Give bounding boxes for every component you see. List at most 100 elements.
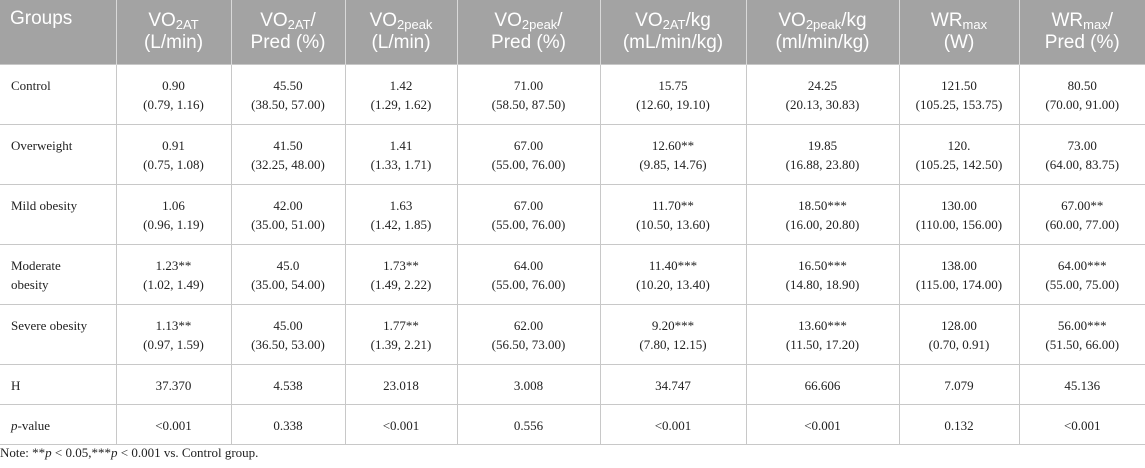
header-main: VO [494, 9, 522, 31]
note-prefix: Note: ** [0, 445, 46, 460]
cell-iqr: (11.50, 17.20) [785, 336, 860, 352]
header-main: VO [778, 9, 806, 31]
header-suffix: /kg [841, 9, 867, 31]
cell-median: 24.25 [807, 77, 838, 93]
header-main: VO [148, 9, 176, 31]
data-cell: 64.00*** (55.00, 75.00) [1018, 243, 1145, 305]
cell-median: 45.50 [273, 77, 303, 93]
stat-value: 45.136 [1018, 363, 1145, 405]
cell-median: 18.50*** [798, 197, 847, 213]
stat-label-italic: p [11, 417, 18, 433]
stat-label-text: H [11, 377, 21, 393]
data-cell: 45.00 (36.50, 53.00) [230, 303, 346, 365]
cell-iqr: (0.75, 1.08) [143, 156, 204, 172]
cell-median: 64.00 [513, 257, 544, 273]
data-cell: 56.00*** (51.50, 66.00) [1018, 303, 1145, 365]
data-cell: 24.25 (20.13, 30.83) [745, 63, 900, 125]
stat-value: 23.018 [344, 363, 458, 405]
cell-iqr: (0.70, 0.91) [928, 336, 990, 352]
data-cell: 0.91 (0.75, 1.08) [115, 123, 232, 185]
stat-value: 3.008 [456, 363, 601, 405]
header-subscript: 2AT [662, 16, 686, 32]
header-line1: VO2AT/kg [605, 10, 742, 32]
data-cell: 73.00 (64.00, 83.75) [1018, 123, 1145, 185]
header-subscript: 2AT [287, 16, 311, 32]
data-cell: 12.60** (9.85, 14.76) [599, 123, 747, 185]
cell-iqr: (55.00, 75.00) [1045, 276, 1120, 292]
cell-iqr: (16.88, 23.80) [785, 156, 860, 172]
header-line1: VO2peak/kg [751, 10, 895, 32]
data-cell: 138.00 (115.00, 174.00) [898, 243, 1020, 305]
cell-median: 56.00*** [1057, 317, 1107, 333]
cell-median: 11.70** [652, 197, 694, 213]
data-cell: 9.20*** (7.80, 12.15) [599, 303, 747, 365]
cell-iqr: (1.42, 1.85) [370, 216, 432, 232]
stat-label: p-value [0, 403, 117, 445]
cell-iqr: (32.25, 48.00) [251, 156, 325, 172]
cell-median: 42.00 [273, 197, 303, 213]
column-header: VO2peak (L/min) [345, 0, 458, 64]
table-row: Severe obesity 1.13** (0.97, 1.59) 45.00 (36… [0, 303, 1145, 365]
cell-median: 71.00 [513, 77, 544, 93]
header-main: VO [260, 9, 288, 31]
cell-iqr: (56.50, 73.00) [491, 336, 566, 352]
table-header: Groups VO2AT (L/min) VO2AT/Pred (%) VO2peak(… [0, 0, 1145, 64]
data-cell: 42.00 (35.00, 51.00) [230, 183, 346, 245]
stat-value: 4.538 [230, 363, 346, 405]
cell-iqr: (105.25, 153.75) [915, 96, 1003, 112]
data-cell: 1.06 (0.96, 1.19) [115, 183, 232, 245]
cell-iqr: (115.00, 174.00) [915, 276, 1003, 292]
results-table: Groups VO2AT (L/min) VO2AT/Pred (%) VO2peak(… [0, 0, 1145, 445]
header-line2: Pred (%) [1044, 31, 1120, 53]
stat-value: 37.370 [115, 363, 232, 405]
data-cell: 15.75 (12.60, 19.10) [599, 63, 747, 125]
cell-median: 45.0 [276, 257, 300, 273]
stat-value: 34.747 [599, 363, 747, 405]
header-subscript: 2peak [805, 16, 842, 32]
cell-median: 41.50 [273, 137, 303, 153]
group-label: Mild obesity [11, 197, 78, 213]
data-cell: 62.00 (56.50, 73.00) [456, 303, 601, 365]
data-cell: 64.00 (55.00, 76.00) [456, 243, 601, 305]
cell-iqr: (51.50, 66.00) [1045, 336, 1120, 352]
note-mid: < 0.05,*** [51, 445, 111, 460]
cell-median: 67.00 [513, 137, 544, 153]
data-cell: 1.63 (1.42, 1.85) [344, 183, 458, 245]
cell-iqr: (1.33, 1.71) [370, 156, 432, 172]
cell-iqr: (14.80, 18.90) [785, 276, 860, 292]
cell-median: 120. [947, 137, 971, 153]
cell-iqr: (64.00, 83.75) [1045, 156, 1120, 172]
header-line2: (W) [943, 31, 975, 53]
cell-median: 64.00*** [1057, 257, 1107, 273]
data-cell: 41.50 (32.25, 48.00) [230, 123, 346, 185]
header-subscript: max [962, 16, 988, 32]
cell-iqr: (55.00, 76.00) [491, 156, 566, 172]
stat-value: <0.001 [344, 403, 458, 445]
cell-median: 15.75 [658, 77, 688, 93]
stat-value: 0.338 [230, 403, 346, 445]
data-cell: 13.60*** (11.50, 17.20) [745, 303, 900, 365]
cell-median: 1.63 [389, 197, 413, 213]
data-cell: 18.50*** (16.00, 20.80) [745, 183, 900, 245]
cell-iqr: (0.97, 1.59) [143, 336, 204, 352]
cell-iqr: (0.79, 1.16) [143, 96, 204, 112]
cell-median: 130.00 [941, 197, 977, 213]
header-subscript: 2peak [397, 16, 433, 32]
cell-median: 9.20*** [651, 317, 695, 333]
table-row: Mild obesity 1.06 (0.96, 1.19) 42.00 (35.00,… [0, 183, 1145, 245]
data-cell: 11.40*** (10.20, 13.40) [599, 243, 747, 305]
cell-iqr: (9.85, 14.76) [639, 156, 707, 172]
header-main: WR [1051, 9, 1084, 31]
cell-median: 0.90 [162, 77, 185, 93]
group-label: Control [11, 77, 51, 93]
cell-median: 128.00 [941, 317, 977, 333]
cell-median: 67.00 [513, 197, 544, 213]
column-header: WRmax/Pred (%) [1019, 0, 1145, 64]
header-row: Groups VO2AT (L/min) VO2AT/Pred (%) VO2peak(… [0, 0, 1145, 64]
header-line2: (L/min) [371, 31, 431, 53]
stat-row: p-value <0.001 0.338 <0.001 0.556 <0.001 <0.00… [0, 403, 1145, 445]
cell-median: 13.60*** [798, 317, 847, 333]
cell-median: 45.00 [273, 317, 303, 333]
header-groups: Groups [0, 0, 117, 64]
data-cell: 1.41 (1.33, 1.71) [344, 123, 458, 185]
